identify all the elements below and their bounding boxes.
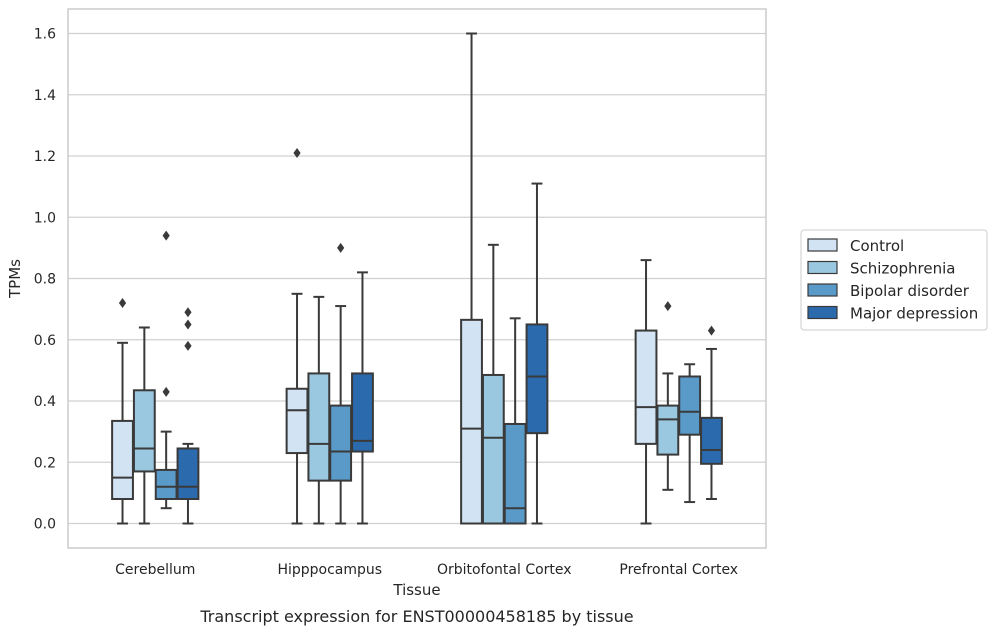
- y-tick-label: 0.6: [34, 333, 56, 349]
- y-tick-label: 1.2: [34, 149, 56, 165]
- y-tick-label: 0.4: [34, 394, 56, 410]
- y-tick-label: 0.0: [34, 517, 56, 533]
- box-iqr: [503, 422, 527, 525]
- box-iqr: [351, 372, 374, 453]
- x-axis-ticks: Cerebellum Hipppocampus Orbitofontal Corte…: [115, 562, 738, 578]
- box-major-depression: [351, 271, 374, 525]
- box-iqr: [111, 419, 134, 500]
- box-schizophrenia: [481, 243, 505, 525]
- y-tick-label: 1.6: [34, 27, 56, 43]
- legend-label: Schizophrenia: [850, 260, 955, 278]
- chart-caption: Transcript expression for ENST0000045818…: [199, 607, 633, 626]
- outlier-point: [184, 340, 192, 351]
- box-schizophrenia: [656, 301, 680, 491]
- box-iqr: [132, 389, 156, 473]
- legend-swatch: [807, 260, 838, 275]
- box-bipolar-disorder: [154, 230, 178, 510]
- box-bipolar-disorder: [329, 242, 353, 525]
- legend-swatch: [807, 283, 838, 297]
- box-iqr: [154, 468, 178, 500]
- legend-frame: [800, 229, 988, 331]
- box-iqr: [176, 447, 200, 500]
- box-iqr: [307, 372, 331, 482]
- legend-label: Bipolar disorder: [850, 282, 970, 300]
- outlier-point: [118, 298, 127, 308]
- outlier-point: [184, 319, 192, 330]
- box-major-depression: [176, 307, 200, 525]
- box-iqr: [656, 404, 680, 456]
- box-control: [634, 259, 658, 525]
- box-iqr: [481, 373, 505, 525]
- outlier-point: [707, 325, 716, 336]
- x-tick-label: Orbitofontal Cortex: [437, 562, 572, 578]
- outlier-point: [162, 230, 170, 241]
- box-bipolar-disorder: [678, 363, 702, 504]
- box-major-depression: [525, 182, 549, 525]
- box-iqr: [460, 318, 483, 525]
- y-axis-ticks: 0.0 0.2 0.4 0.6 0.8 1.0 1.2 1.4 1.6: [34, 27, 56, 533]
- x-axis-label: Tissue: [392, 581, 440, 599]
- box-schizophrenia: [132, 326, 156, 525]
- legend-swatch: [807, 238, 838, 252]
- y-axis-label: TPMs: [6, 259, 24, 299]
- box-schizophrenia: [307, 295, 331, 525]
- plot-frame: [67, 8, 767, 549]
- outlier-point: [293, 147, 301, 158]
- x-tick-label: Cerebellum: [115, 562, 195, 578]
- outlier-point: [162, 386, 170, 397]
- outlier-point: [664, 301, 672, 312]
- box-major-depression: [700, 325, 723, 500]
- box-iqr: [634, 329, 658, 445]
- box-bipolar-disorder: [503, 317, 527, 525]
- outlier-point: [184, 307, 192, 318]
- outlier-point: [337, 242, 345, 253]
- x-tick-label: Hipppocampus: [277, 562, 382, 578]
- box-control: [111, 298, 134, 525]
- box-iqr: [700, 416, 723, 465]
- box-iqr: [329, 404, 353, 482]
- y-tick-label: 0.8: [34, 272, 56, 288]
- box-series: [111, 32, 723, 525]
- legend-label: Control: [850, 237, 904, 255]
- x-tick-label: Prefrontal Cortex: [619, 562, 738, 578]
- box-control: [285, 147, 309, 525]
- box-iqr: [285, 387, 309, 455]
- legend: Control Schizophrenia Bipolar disorder Majo…: [800, 229, 988, 331]
- legend-label: Major depression: [850, 305, 978, 323]
- y-tick-label: 0.2: [34, 455, 56, 471]
- box-iqr: [678, 375, 702, 436]
- y-tick-label: 1.4: [34, 88, 56, 104]
- y-tick-label: 1.0: [34, 210, 56, 226]
- box-iqr: [525, 323, 549, 435]
- legend-swatch: [807, 305, 838, 320]
- legend-items: Control Schizophrenia Bipolar disorder Majo…: [807, 237, 978, 323]
